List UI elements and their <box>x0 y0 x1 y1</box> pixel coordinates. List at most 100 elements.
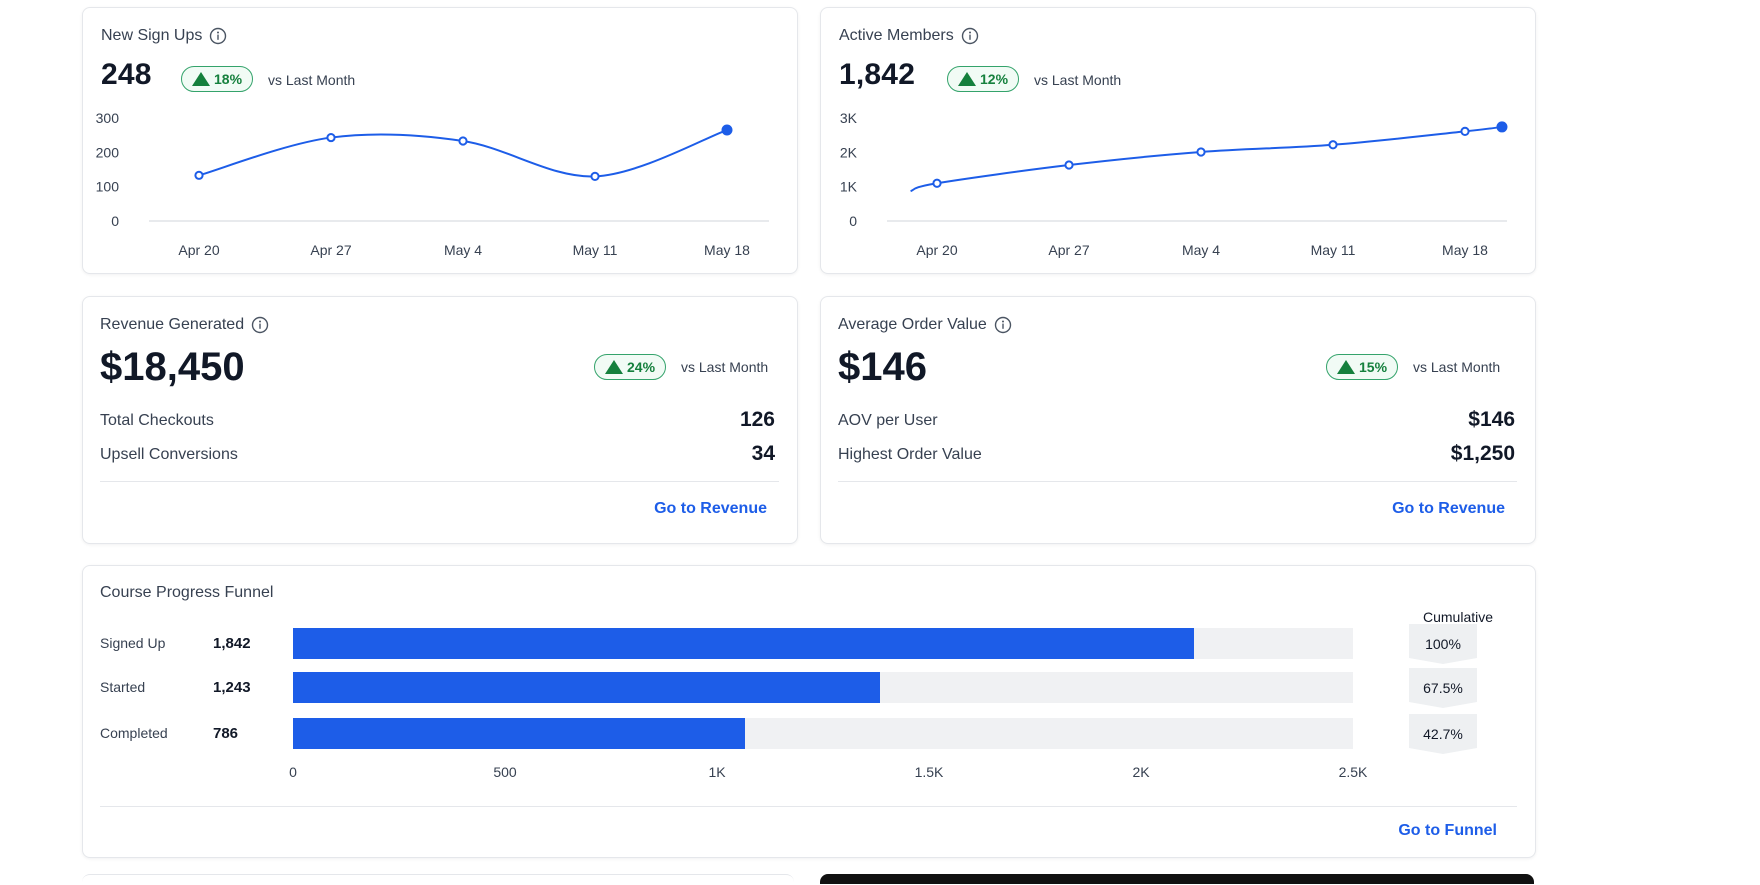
members-y-tick-label: 0 <box>849 213 857 229</box>
funnel-row-label: Signed Up <box>100 635 166 651</box>
revenue-divider <box>100 481 779 482</box>
signups-title: New Sign Ups <box>101 27 203 44</box>
members-x-tick-label: Apr 20 <box>916 242 957 258</box>
trend-up-icon <box>192 72 210 86</box>
funnel-row-count: 786 <box>213 725 239 742</box>
info-icon[interactable] <box>209 27 227 45</box>
revenue-title: Revenue Generated <box>100 316 245 333</box>
signups-x-tick-label: May 4 <box>444 242 482 258</box>
go-to-revenue-link[interactable]: Go to Revenue <box>654 500 767 517</box>
go-to-funnel-link[interactable]: Go to Funnel <box>1398 822 1497 839</box>
revenue-row-label: Upsell Conversions <box>100 446 238 463</box>
funnel-card: Course Progress Funnel Cumulative Signed… <box>82 565 1536 858</box>
members-y-tick-label: 3K <box>840 110 858 126</box>
members-x-tick-label: May 11 <box>1311 242 1356 258</box>
revenue-badge: 24% <box>594 354 667 380</box>
members-data-point <box>1460 126 1470 136</box>
funnel-title: Course Progress Funnel <box>100 584 274 601</box>
signups-y-tick-label: 300 <box>96 110 120 126</box>
members-title: Active Members <box>839 27 954 44</box>
revenue-row-value: 34 <box>751 442 775 465</box>
funnel-x-tick-label: 2.5K <box>1338 764 1368 780</box>
revenue-badge-value: 24% <box>627 359 656 375</box>
aov-row-label: AOV per User <box>838 412 938 429</box>
next-card-left <box>82 874 794 885</box>
members-data-point <box>932 178 942 188</box>
aov-comparison: vs Last Month <box>1413 359 1501 375</box>
aov-value: $146 <box>838 345 927 389</box>
signups-value: 248 <box>101 58 152 91</box>
members-data-point <box>1328 140 1338 150</box>
members-badge: 12% <box>947 66 1020 92</box>
cumulative-value: 67.5% <box>1409 668 1477 708</box>
signups-line-chart: 300 200 100 0 Apr 20 Apr 27 May 4 May 11 May 18 <box>96 110 769 258</box>
funnel-bar[interactable] <box>293 672 881 703</box>
revenue-value: $18,450 <box>100 345 245 389</box>
members-data-point <box>1496 121 1508 133</box>
members-line-chart: 3K 2K 1K 0 Apr 20 Apr 27 May 4 May 11 May 18 <box>840 110 1508 258</box>
signups-y-tick-label: 200 <box>96 144 120 160</box>
members-y-tick-label: 1K <box>840 179 858 195</box>
info-icon[interactable] <box>961 27 979 45</box>
info-icon[interactable] <box>251 316 269 334</box>
revenue-title-row: Revenue Generated <box>100 316 269 334</box>
funnel-row-count: 1,842 <box>213 635 251 652</box>
revenue-row-value: 126 <box>739 408 775 431</box>
signups-data-point <box>458 136 468 146</box>
members-series-line <box>910 125 1503 193</box>
funnel-bar[interactable] <box>293 628 1194 659</box>
aov-card: Average Order Value $146 15% vs Last Mon… <box>820 296 1536 544</box>
signups-x-tick-label: May 11 <box>573 242 618 258</box>
members-card: Active Members 1,842 12% vs Last Month 3… <box>820 7 1536 274</box>
aov-row-value: $146 <box>1468 408 1515 431</box>
funnel-x-tick-label: 2K <box>1132 764 1150 780</box>
signups-title-row: New Sign Ups <box>101 27 227 45</box>
signups-y-tick-label: 0 <box>111 213 119 229</box>
trend-up-icon <box>958 72 976 86</box>
signups-badge-value: 18% <box>214 71 243 87</box>
funnel-x-tick-label: 1K <box>708 764 726 780</box>
members-x-tick-label: May 18 <box>1442 242 1488 258</box>
aov-badge: 15% <box>1326 354 1399 380</box>
members-comparison: vs Last Month <box>1034 72 1122 88</box>
signups-x-tick-label: Apr 20 <box>178 242 219 258</box>
signups-comparison: vs Last Month <box>268 72 356 88</box>
cumulative-value: 100% <box>1409 624 1477 664</box>
cumulative-header: Cumulative <box>1423 609 1494 625</box>
info-icon[interactable] <box>994 316 1012 334</box>
trend-up-icon <box>1337 360 1355 374</box>
aov-row-label: Highest Order Value <box>838 446 982 463</box>
funnel-x-tick-label: 0 <box>289 764 297 780</box>
funnel-row-count: 1,243 <box>213 679 251 696</box>
cumulative-value: 42.7% <box>1409 714 1477 754</box>
signups-x-tick-label: Apr 27 <box>310 242 351 258</box>
aov-row-value: $1,250 <box>1450 442 1515 465</box>
aov-title-row: Average Order Value <box>838 316 1012 334</box>
funnel-row-label: Started <box>100 679 146 695</box>
signups-badge: 18% <box>181 66 254 92</box>
members-value: 1,842 <box>839 58 916 91</box>
aov-divider <box>838 481 1517 482</box>
funnel-x-tick-label: 500 <box>493 764 517 780</box>
signups-data-point <box>721 124 733 136</box>
signups-y-tick-label: 100 <box>96 179 120 195</box>
trend-up-icon <box>605 360 623 374</box>
funnel-divider <box>100 806 1517 807</box>
signups-x-tick-label: May 18 <box>704 242 750 258</box>
members-y-tick-label: 2K <box>840 144 858 160</box>
next-card-right <box>820 874 1534 884</box>
funnel-row-label: Completed <box>100 725 168 741</box>
members-x-tick-label: May 4 <box>1182 242 1220 258</box>
signups-card: New Sign Ups 248 18% vs Last Month 300 20… <box>82 7 798 274</box>
revenue-card: Revenue Generated $18,450 24% vs Last Mo… <box>82 296 798 544</box>
aov-title: Average Order Value <box>838 316 987 333</box>
revenue-row-label: Total Checkouts <box>100 412 214 429</box>
signups-data-point <box>194 170 204 180</box>
members-badge-value: 12% <box>980 71 1009 87</box>
funnel-x-tick-label: 1.5K <box>914 764 944 780</box>
go-to-revenue-link[interactable]: Go to Revenue <box>1392 500 1505 517</box>
funnel-bar[interactable] <box>293 718 745 749</box>
members-data-point <box>1064 160 1074 170</box>
members-x-tick-label: Apr 27 <box>1048 242 1089 258</box>
members-title-row: Active Members <box>839 27 979 45</box>
